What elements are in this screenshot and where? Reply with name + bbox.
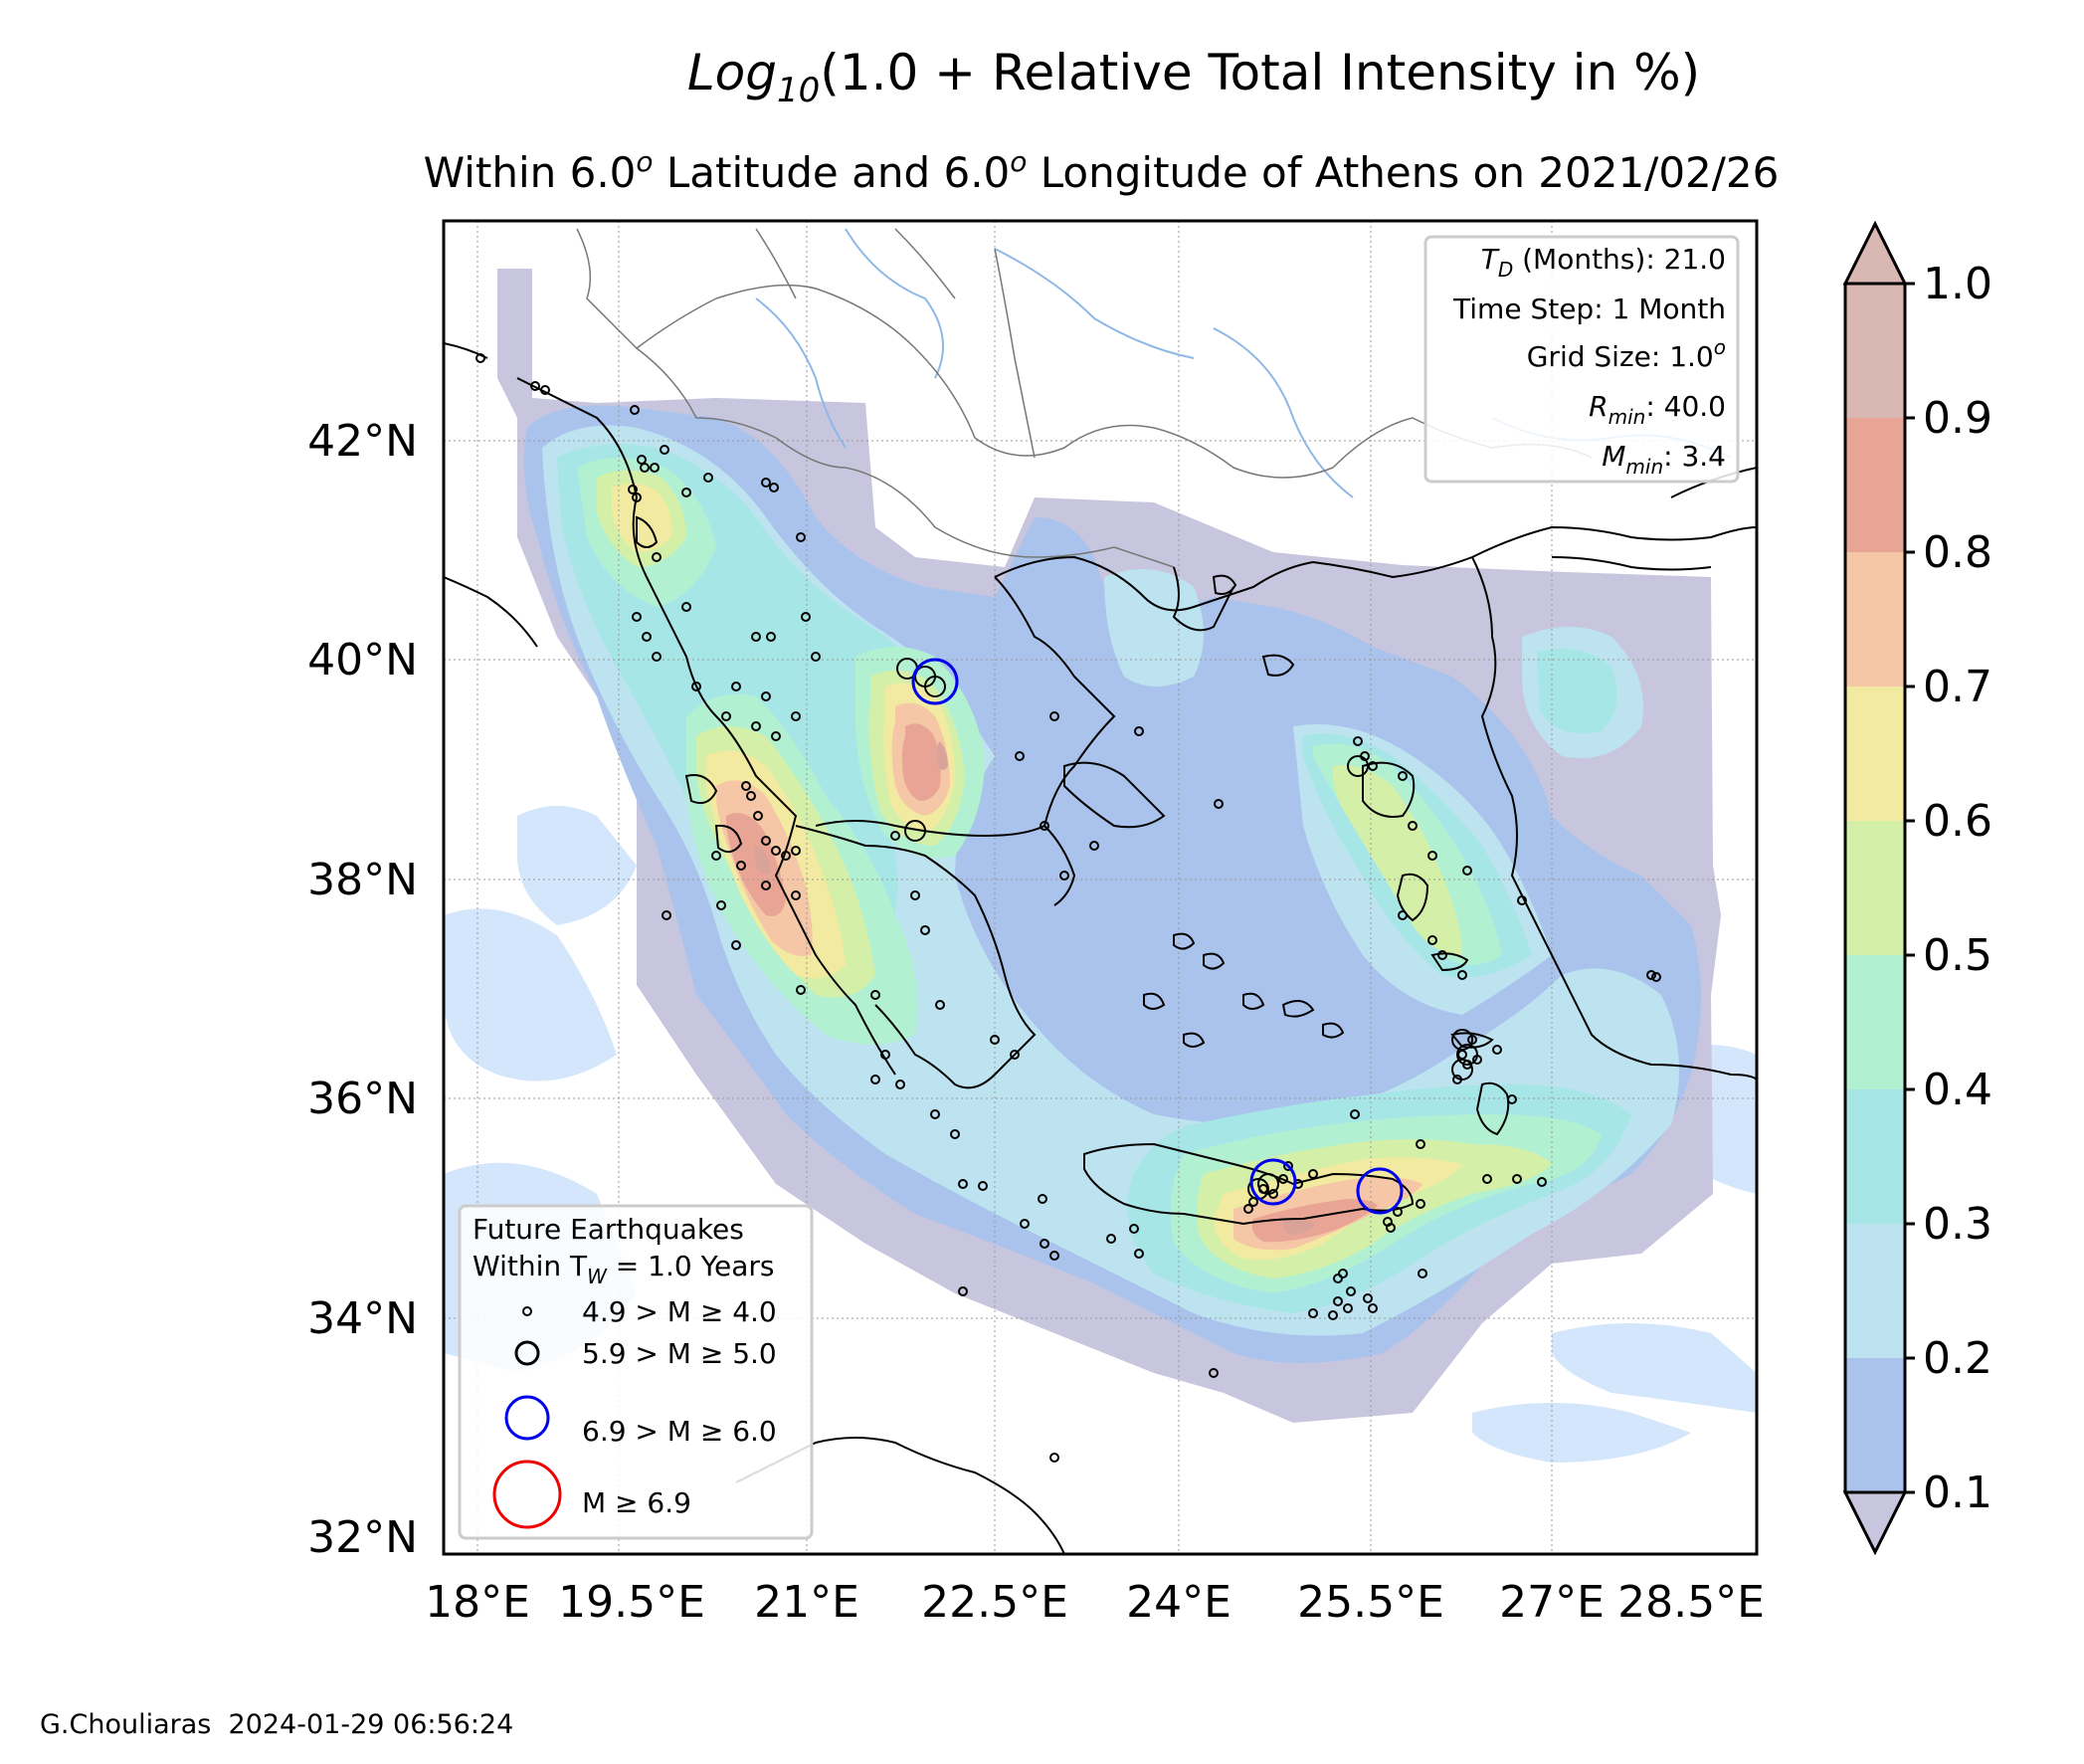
svg-text:32°N: 32°N xyxy=(307,1512,418,1563)
svg-text:36°N: 36°N xyxy=(307,1074,418,1124)
svg-text:Grid Size: 1.0o: Grid Size: 1.0o xyxy=(1527,335,1726,373)
colorbar-segment xyxy=(1845,821,1905,956)
svg-text:Future Earthquakes: Future Earthquakes xyxy=(473,1213,744,1246)
svg-text:24°E: 24°E xyxy=(1126,1577,1231,1628)
parameters-box: TD (Months): 21.0 Time Step: 1 Month Gri… xyxy=(1423,235,1740,484)
colorbar-segment xyxy=(1845,284,1905,419)
svg-text:TD (Months): 21.0: TD (Months): 21.0 xyxy=(1481,243,1726,282)
colorbar-segment xyxy=(1845,1224,1905,1359)
map-frame xyxy=(442,219,1759,1556)
crete-coastline xyxy=(1083,1142,1415,1226)
colorbar-segment xyxy=(1845,552,1905,687)
colorbar-tick-label: 0.1 xyxy=(1923,1468,1992,1518)
colorbar-bottom-arrow xyxy=(1842,1490,1908,1556)
figure-subtitle: Within 6.0o Latitude and 6.0o Longitude … xyxy=(424,145,1780,197)
intensity-contours xyxy=(497,269,1721,1423)
colorbar-tick-label: 0.7 xyxy=(1923,662,1992,712)
colorbar-tick-label: 0.9 xyxy=(1923,393,1992,444)
svg-text:5.9 > M ≥ 5.0: 5.9 > M ≥ 5.0 xyxy=(582,1337,777,1370)
y-axis-labels: 42°N 40°N 38°N 36°N 34°N 32°N xyxy=(307,416,418,1563)
colorbar-tick-label: 0.5 xyxy=(1923,930,1992,981)
country-borders xyxy=(576,228,1593,568)
colorbar-segment xyxy=(1845,1358,1905,1493)
svg-text:Within TW = 1.0 Years: Within TW = 1.0 Years xyxy=(473,1250,774,1288)
contour-level-0.8 xyxy=(716,702,1422,1251)
svg-text:38°N: 38°N xyxy=(307,855,418,905)
legend-marker-medium xyxy=(514,1340,540,1366)
svg-text:4.9 > M ≥ 4.0: 4.9 > M ≥ 4.0 xyxy=(582,1295,777,1328)
map-panel: TD (Months): 21.0 Time Step: 1 Month Gri… xyxy=(444,221,1757,1554)
svg-text:34°N: 34°N xyxy=(307,1293,418,1344)
svg-text:Rmin: 40.0: Rmin: 40.0 xyxy=(1589,390,1726,429)
svg-text:28.5°E: 28.5°E xyxy=(1617,1577,1765,1628)
svg-text:18°E: 18°E xyxy=(425,1577,530,1628)
colorbar-segment xyxy=(1845,1089,1905,1225)
colorbar-tick-label: 0.4 xyxy=(1923,1065,1992,1115)
svg-text:M ≥ 6.9: M ≥ 6.9 xyxy=(582,1486,691,1519)
svg-text:25.5°E: 25.5°E xyxy=(1297,1577,1444,1628)
legend-marker-large xyxy=(504,1395,550,1441)
contour-level-0.4 xyxy=(557,444,1631,1314)
svg-text:Mmin: 3.4: Mmin: 3.4 xyxy=(1602,440,1726,479)
colorbar-ticks: 1.0 0.9 0.8 0.7 0.6 0.5 0.4 0.3 0.2 0.1 xyxy=(1905,259,1992,1518)
svg-text:27°E: 27°E xyxy=(1499,1577,1605,1628)
colorbar-segment xyxy=(1845,418,1905,553)
footer-credit: G.Chouliaras 2024-01-29 06:56:24 xyxy=(40,1709,514,1740)
colorbar-segments xyxy=(1845,284,1905,1493)
colorbar-tick-label: 0.6 xyxy=(1923,796,1992,847)
colorbar-segment xyxy=(1845,686,1905,822)
svg-text:22.5°E: 22.5°E xyxy=(921,1577,1068,1628)
colorbar-tick-label: 0.2 xyxy=(1923,1333,1992,1384)
colorbar-segment xyxy=(1845,955,1905,1090)
figure-title: Log10(1.0 + Relative Total Intensity in … xyxy=(687,44,1700,110)
colorbar-tick-label: 0.8 xyxy=(1923,527,1992,578)
colorbar-tick-label: 1.0 xyxy=(1923,259,1992,309)
colorbar-tick-label: 0.3 xyxy=(1923,1199,1992,1250)
earthquake-markers xyxy=(475,353,1661,1463)
svg-text:21°E: 21°E xyxy=(754,1577,859,1628)
colorbar: 1.0 0.9 0.8 0.7 0.6 0.5 0.4 0.3 0.2 0.1 xyxy=(1842,220,1992,1556)
svg-text:19.5°E: 19.5°E xyxy=(558,1577,705,1628)
svg-text:42°N: 42°N xyxy=(307,416,418,467)
earthquake-legend: Future Earthquakes Within TW = 1.0 Years… xyxy=(458,1204,814,1540)
svg-text:Time Step: 1 Month: Time Step: 1 Month xyxy=(1452,293,1726,325)
svg-text:6.9 > M ≥ 6.0: 6.9 > M ≥ 6.0 xyxy=(582,1415,777,1448)
legend-marker-major xyxy=(492,1460,562,1529)
x-axis-labels: 18°E 19.5°E 21°E 22.5°E 24°E 25.5°E 27°E… xyxy=(425,1577,1765,1628)
colorbar-top-arrow xyxy=(1842,220,1908,286)
legend-marker-small xyxy=(522,1306,532,1316)
large-earthquake-markers xyxy=(911,658,1404,1215)
svg-text:40°N: 40°N xyxy=(307,635,418,686)
